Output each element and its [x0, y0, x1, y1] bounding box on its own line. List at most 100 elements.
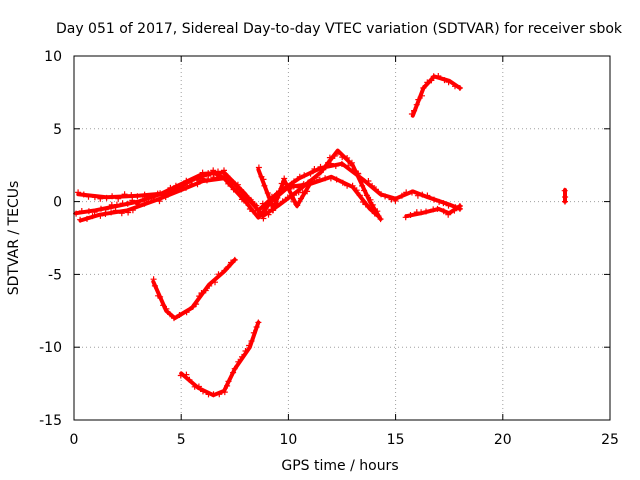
point-marker-track-c-8 — [125, 209, 132, 216]
point-marker-track-b-55 — [369, 182, 376, 189]
chart-title: Day 051 of 2017, Sidereal Day-to-day VTE… — [56, 21, 623, 37]
point-marker-track-f-20 — [228, 259, 234, 266]
point-marker-track-d-7 — [440, 208, 447, 215]
point-marker-track-e-5 — [266, 194, 273, 201]
point-marker-track-h-10 — [441, 77, 448, 84]
point-marker-track-e-6 — [268, 201, 274, 208]
point-marker-track-b-50 — [345, 162, 352, 169]
point-marker-track-h-1 — [411, 107, 418, 114]
point-marker-track-b-6 — [109, 193, 116, 200]
y-tick-label-0: -15 — [39, 413, 62, 429]
point-marker-track-c-14 — [156, 198, 163, 205]
point-marker-track-e-20 — [304, 188, 311, 195]
point-marker-track-c-5 — [108, 209, 115, 216]
point-marker-track-b-54 — [365, 178, 372, 184]
point-marker-track-a-62 — [361, 187, 368, 194]
point-marker-track-f-17 — [215, 271, 222, 278]
point-marker-track-c-end — [375, 213, 382, 220]
point-marker-track-c-0 — [77, 216, 84, 223]
point-marker-track-c-13 — [150, 196, 157, 203]
point-marker-track-f-15 — [206, 282, 213, 289]
point-marker-track-f-12 — [196, 293, 203, 300]
point-marker-track-e-12 — [281, 175, 288, 182]
point-marker-track-f-7 — [171, 315, 177, 322]
point-marker-track-c-58 — [366, 204, 373, 211]
point-marker-track-b-7 — [115, 195, 122, 202]
y-tick-label-1: -10 — [39, 340, 62, 356]
point-marker-track-c-33 — [250, 208, 257, 215]
point-marker-track-g-13 — [231, 365, 238, 372]
point-marker-track-a-27 — [221, 167, 227, 174]
point-marker-track-f-14 — [202, 287, 209, 294]
point-marker-track-a-56 — [344, 155, 351, 161]
point-marker-track-g-14 — [235, 358, 242, 365]
point-marker-track-b-3 — [91, 194, 98, 201]
point-marker-track-g-8 — [216, 391, 223, 398]
point-marker-track-f-9 — [183, 309, 190, 316]
point-marker-track-f-end — [231, 256, 238, 263]
point-marker-track-b-65 — [419, 191, 426, 198]
point-marker-track-c-6 — [112, 207, 119, 214]
point-marker-track-b-4 — [97, 195, 104, 202]
point-marker-track-d-8 — [445, 211, 452, 218]
point-marker-track-b-68 — [436, 198, 443, 205]
x-tick-label-1: 5 — [177, 432, 186, 448]
point-marker-track-c-46 — [311, 178, 318, 185]
point-marker-track-f-10 — [189, 303, 196, 310]
point-marker-track-i-0 — [561, 187, 568, 194]
point-marker-track-b-32 — [251, 201, 258, 208]
point-marker-track-c-15 — [162, 194, 169, 201]
point-marker-track-b-18 — [184, 179, 191, 186]
point-marker-track-c-31 — [243, 199, 250, 206]
point-marker-track-h-0 — [408, 111, 415, 117]
point-marker-track-c-18 — [178, 186, 185, 192]
point-marker-track-b-41 — [296, 173, 303, 180]
point-marker-track-b-44 — [311, 166, 318, 172]
grid-lines — [74, 56, 610, 420]
point-marker-track-f-5 — [163, 305, 170, 312]
point-marker-track-f-19 — [225, 263, 232, 270]
point-marker-track-a-38 — [265, 211, 272, 218]
point-marker-track-e-8 — [272, 200, 279, 207]
point-marker-track-b-53 — [359, 177, 366, 184]
point-marker-track-b-56 — [373, 186, 379, 193]
point-marker-track-d-1 — [407, 212, 414, 218]
point-marker-track-b-47 — [327, 160, 334, 167]
point-marker-track-e-17 — [294, 202, 301, 209]
point-marker-track-c-50 — [333, 176, 340, 183]
point-marker-track-b-51 — [349, 167, 356, 174]
point-marker-track-g-10 — [224, 382, 231, 389]
point-marker-track-c-16 — [167, 189, 174, 196]
point-marker-track-h-2 — [413, 101, 420, 108]
point-marker-track-d-9 — [451, 207, 458, 214]
x-tick-label-2: 10 — [279, 432, 297, 448]
series-track-h — [408, 73, 463, 118]
point-marker-track-c-26 — [220, 174, 227, 181]
point-marker-track-c-17 — [172, 187, 179, 194]
point-marker-track-e-7 — [269, 207, 276, 214]
x-tick-label-3: 15 — [387, 432, 405, 448]
point-marker-track-b-9 — [128, 192, 135, 199]
point-marker-track-c-54 — [353, 187, 360, 194]
point-marker-track-f-18 — [221, 267, 228, 274]
point-marker-track-d-6 — [434, 205, 441, 212]
point-marker-track-b-48 — [332, 163, 339, 169]
point-marker-track-c-12 — [145, 198, 152, 205]
point-marker-track-c-20 — [189, 181, 196, 188]
point-marker-track-h-3 — [415, 96, 422, 103]
point-marker-track-c-43 — [296, 184, 303, 191]
point-marker-track-b-63 — [409, 189, 415, 196]
point-marker-track-a-48 — [313, 174, 320, 181]
point-marker-track-e-2 — [260, 176, 267, 183]
plot-frame — [73, 55, 611, 421]
point-marker-track-c-35 — [259, 208, 266, 215]
point-marker-track-g-4 — [195, 383, 202, 390]
point-marker-track-a-52 — [326, 154, 333, 161]
point-marker-track-b-0 — [75, 189, 82, 196]
point-marker-track-a-7 — [113, 201, 120, 208]
point-marker-track-c-59 — [371, 210, 378, 217]
point-marker-track-b-22 — [205, 172, 212, 179]
point-marker-track-e-16 — [290, 198, 297, 205]
point-marker-track-f-6 — [167, 311, 173, 318]
point-marker-track-c-51 — [339, 179, 346, 186]
